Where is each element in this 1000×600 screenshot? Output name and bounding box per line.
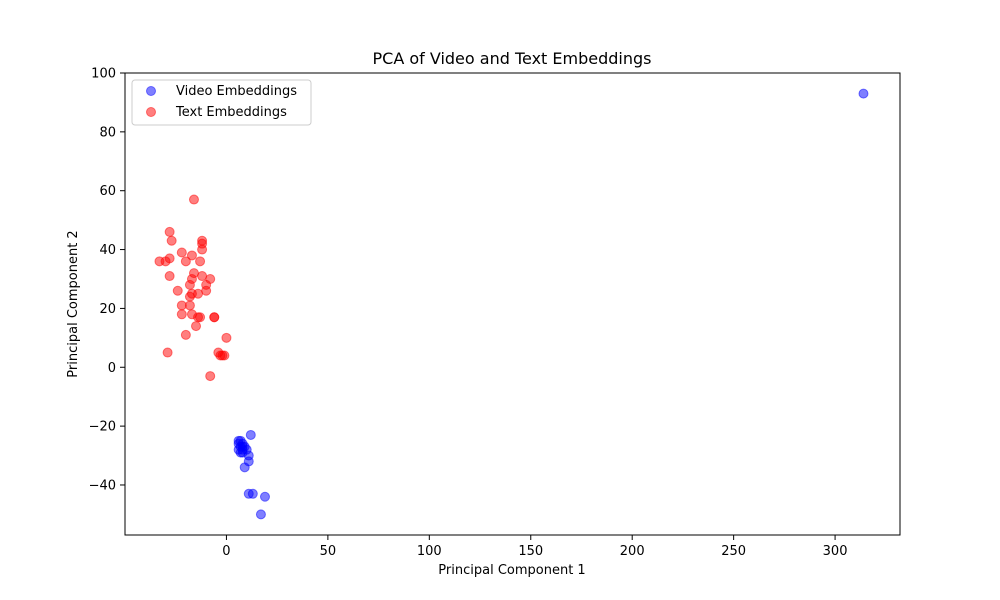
text-embedding-point (180, 329, 191, 340)
legend: Video Embeddings Text Embeddings (131, 79, 312, 126)
text-embedding-point (197, 244, 208, 255)
video-embedding-point (259, 491, 270, 502)
text-embedding-point (176, 309, 187, 320)
legend-box (131, 79, 312, 126)
y-tick-label: −20 (89, 420, 116, 435)
x-tick-label: 300 (823, 544, 848, 559)
x-tick-label: 0 (222, 544, 230, 559)
video-embedding-point (245, 429, 256, 440)
x-axis-title: Principal Component 1 (438, 563, 585, 578)
video-embedding-point (239, 462, 250, 473)
text-embedding-point (217, 350, 228, 361)
legend-marker-text (146, 107, 156, 117)
text-embedding-point (176, 247, 187, 258)
y-tick-label: 100 (91, 67, 116, 82)
x-tick-label: 50 (320, 544, 337, 559)
y-tick-label: 0 (108, 361, 116, 376)
text-embedding-point (195, 256, 206, 267)
text-embedding-point (180, 256, 191, 267)
text-embedding-point (209, 312, 220, 323)
text-embedding-point (184, 291, 195, 302)
y-tick-label: 20 (99, 302, 116, 317)
text-embedding-point (221, 332, 232, 343)
x-tick-label: 250 (721, 544, 746, 559)
y-tick-label: 80 (99, 125, 116, 140)
y-tick-label: −40 (89, 478, 116, 493)
video-embedding-point (247, 488, 258, 499)
chart-title: PCA of Video and Text Embeddings (373, 49, 652, 68)
text-embedding-point (176, 300, 187, 311)
legend-marker-video (146, 86, 156, 96)
text-embedding-point (184, 279, 195, 290)
legend-label-video: Video Embeddings (176, 84, 297, 99)
text-embedding-point (191, 321, 202, 332)
x-axis-ticks: 0 50 100 150 200 250 300 (222, 535, 847, 559)
points-layer (154, 88, 869, 520)
x-tick-label: 200 (620, 544, 645, 559)
y-axis-title: Principal Component 2 (66, 230, 81, 377)
text-embedding-point (164, 271, 175, 282)
text-embedding-point (162, 347, 173, 358)
text-embedding-point (166, 235, 177, 246)
text-embedding-point (188, 194, 199, 205)
plot-area (125, 73, 900, 535)
plot-frame (124, 72, 901, 536)
text-embedding-point (172, 285, 183, 296)
x-tick-label: 150 (518, 544, 543, 559)
text-embedding-point (186, 250, 197, 261)
video-embedding-point (858, 88, 869, 99)
y-axis-ticks: −40 −20 0 20 40 60 80 100 (89, 67, 125, 493)
text-embedding-point (164, 226, 175, 237)
y-tick-label: 40 (99, 243, 116, 258)
legend-label-text: Text Embeddings (175, 105, 287, 120)
text-embedding-point (160, 256, 171, 267)
text-embedding-point (205, 371, 216, 382)
y-tick-label: 60 (99, 184, 116, 199)
x-tick-label: 100 (417, 544, 442, 559)
text-embedding-point (195, 312, 206, 323)
video-embedding-point (255, 509, 266, 520)
text-embedding-point (201, 285, 212, 296)
